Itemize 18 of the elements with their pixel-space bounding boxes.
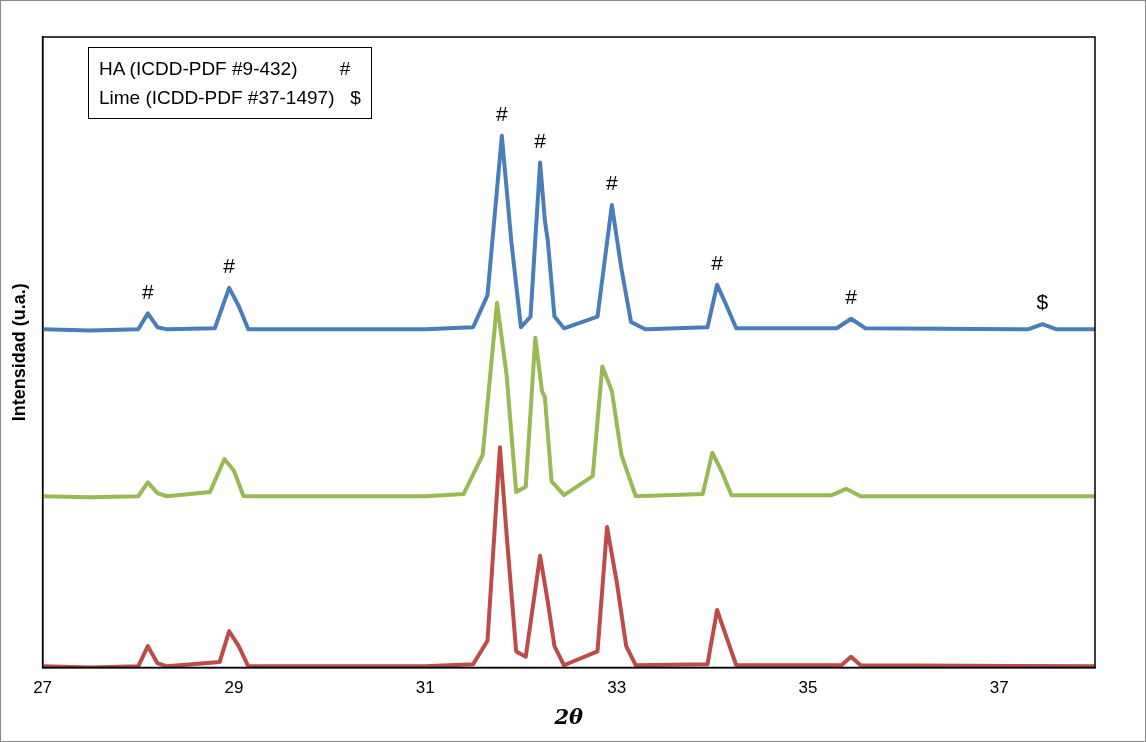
x-tick-label: 29 <box>224 678 244 698</box>
annotation: # <box>845 285 858 309</box>
x-tick-label: 31 <box>415 678 435 698</box>
x-tick-label: 35 <box>798 678 818 698</box>
x-axis-title: 2θ <box>553 703 584 729</box>
annotation: # <box>142 279 154 303</box>
annotation: # <box>534 128 547 152</box>
x-tick-label: 37 <box>989 678 1009 698</box>
annotation: # <box>711 250 724 274</box>
annotation: # <box>495 102 508 126</box>
x-tick-label: 33 <box>607 678 627 698</box>
text: HA (ICDD-PDF #9-432) # <box>99 57 352 81</box>
annotation: $ <box>1036 290 1049 314</box>
y-axis-title: Intensidad (u.a.) <box>8 283 29 422</box>
x-tick-label: 27 <box>33 678 53 698</box>
text: Lime (ICDD-PDF #37-1497) $ <box>99 86 361 110</box>
annotation: # <box>223 254 236 278</box>
annotation: # <box>606 171 619 195</box>
